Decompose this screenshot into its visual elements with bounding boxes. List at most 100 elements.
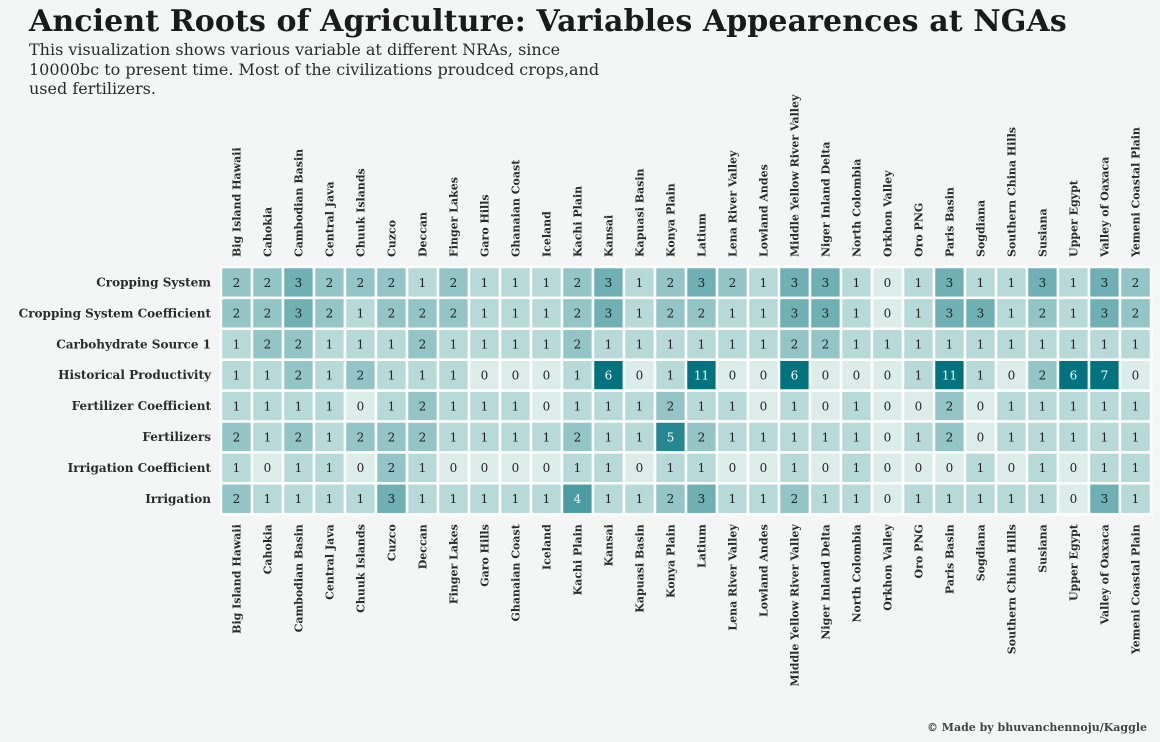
cell-value-label: 1 [512, 276, 520, 290]
cell-value-label: 1 [1132, 399, 1140, 413]
cell-value-label: 1 [915, 368, 923, 382]
heatmap-cell [498, 420, 533, 454]
cell-value-label: 3 [1101, 492, 1109, 506]
column-label-top: Ghanaian Coast [510, 159, 523, 257]
column-label-top: Central Java [324, 181, 337, 257]
cell-value-label: 2 [574, 338, 582, 352]
heatmap-cell [622, 265, 657, 300]
cell-value-label: 2 [419, 399, 427, 413]
cell-value-label: 1 [1008, 399, 1016, 413]
cell-value-label: 2 [295, 338, 303, 352]
cell-value-label: 3 [1101, 276, 1109, 290]
cell-value-label: 1 [481, 430, 489, 444]
column-label-top: Southern China Hills [1006, 127, 1019, 257]
cell-value-label: 2 [698, 430, 706, 444]
cell-value-label: 0 [512, 368, 520, 382]
column-label-bottom: Yemeni Coastal Plain [1130, 524, 1143, 655]
column-label-top: Middle Yellow River Valley [789, 94, 802, 257]
cell-value-label: 0 [481, 461, 489, 475]
cell-value-label: 2 [264, 338, 272, 352]
column-label-bottom: Kapuasi Basin [634, 524, 647, 613]
row-label: Carbohydrate Source 1 [56, 337, 211, 351]
heatmap-cell [653, 358, 688, 392]
cell-value-label: 1 [760, 492, 768, 506]
cell-value-label: 1 [1101, 399, 1109, 413]
cell-value-label: 1 [326, 338, 334, 352]
column-label-top: Orkhon Valley [882, 170, 895, 257]
cell-value-label: 2 [295, 430, 303, 444]
cell-value-label: 0 [1070, 492, 1078, 506]
cell-value-label: 2 [419, 338, 427, 352]
cell-value-label: 1 [233, 368, 241, 382]
column-label-bottom: Central Java [324, 524, 337, 600]
cell-value-label: 1 [1070, 430, 1078, 444]
cell-value-label: 1 [357, 338, 365, 352]
cell-value-label: 1 [977, 461, 985, 475]
column-label-bottom: Valley of Oaxaca [1099, 524, 1112, 625]
cell-value-label: 1 [512, 399, 520, 413]
heatmap-cell [901, 482, 936, 516]
cell-value-label: 0 [481, 368, 489, 382]
cell-value-label: 1 [264, 492, 272, 506]
column-label-bottom: Deccan [417, 524, 430, 569]
heatmap-cell [529, 482, 564, 516]
column-label-top: Cuzco [386, 220, 399, 257]
heatmap-cell [405, 358, 440, 392]
cell-value-label: 1 [1008, 492, 1016, 506]
cell-value-label: 0 [543, 461, 551, 475]
cell-value-label: 2 [667, 399, 675, 413]
cell-value-label: 1 [605, 461, 613, 475]
cell-value-label: 0 [884, 492, 892, 506]
cell-value-label: 1 [1008, 276, 1016, 290]
cell-value-label: 2 [946, 430, 954, 444]
cell-value-label: 0 [543, 399, 551, 413]
cell-value-label: 1 [1132, 461, 1140, 475]
cell-value-label: 1 [791, 461, 799, 475]
heatmap-cell [1087, 482, 1122, 516]
heatmap-cell [932, 482, 967, 516]
cell-value-label: 1 [729, 399, 737, 413]
cell-value-label: 3 [977, 307, 985, 321]
heatmap-cell [374, 265, 409, 300]
cell-value-label: 0 [357, 399, 365, 413]
heatmap-cell [963, 420, 998, 454]
cell-value-label: 0 [760, 461, 768, 475]
cell-value-label: 2 [1132, 276, 1140, 290]
cell-value-label: 1 [915, 338, 923, 352]
cell-value-label: 1 [977, 338, 985, 352]
cell-value-label: 2 [295, 368, 303, 382]
column-label-bottom: Kachi Plain [572, 524, 585, 595]
cell-value-label: 1 [481, 338, 489, 352]
cell-value-label: 2 [326, 307, 334, 321]
column-label-top: Kapuasi Basin [634, 168, 647, 257]
cell-value-label: 1 [264, 368, 272, 382]
cell-value-label: 3 [1039, 276, 1047, 290]
cell-value-label: 7 [1101, 368, 1109, 382]
cell-value-label: 1 [574, 368, 582, 382]
column-label-top: North Colombia [851, 159, 864, 257]
cell-value-label: 0 [1008, 461, 1016, 475]
cell-value-label: 1 [977, 492, 985, 506]
cell-value-label: 0 [636, 461, 644, 475]
cell-value-label: 1 [853, 461, 861, 475]
cell-value-label: 1 [605, 399, 613, 413]
heatmap-cell [808, 482, 843, 516]
cell-value-label: 1 [667, 368, 675, 382]
cell-value-label: 1 [915, 276, 923, 290]
cell-value-label: 2 [574, 276, 582, 290]
cell-value-label: 1 [1070, 338, 1078, 352]
cell-value-label: 1 [1132, 492, 1140, 506]
cell-value-label: 1 [915, 307, 923, 321]
cell-value-label: 1 [946, 492, 954, 506]
cell-value-label: 0 [264, 461, 272, 475]
cell-value-label: 0 [977, 430, 985, 444]
cell-value-label: 2 [388, 276, 396, 290]
cell-value-label: 1 [760, 430, 768, 444]
cell-value-label: 0 [729, 461, 737, 475]
cell-value-label: 1 [667, 461, 675, 475]
cell-value-label: 0 [946, 461, 954, 475]
cell-value-label: 1 [512, 338, 520, 352]
cell-value-label: 3 [698, 492, 706, 506]
cell-value-label: 1 [605, 338, 613, 352]
